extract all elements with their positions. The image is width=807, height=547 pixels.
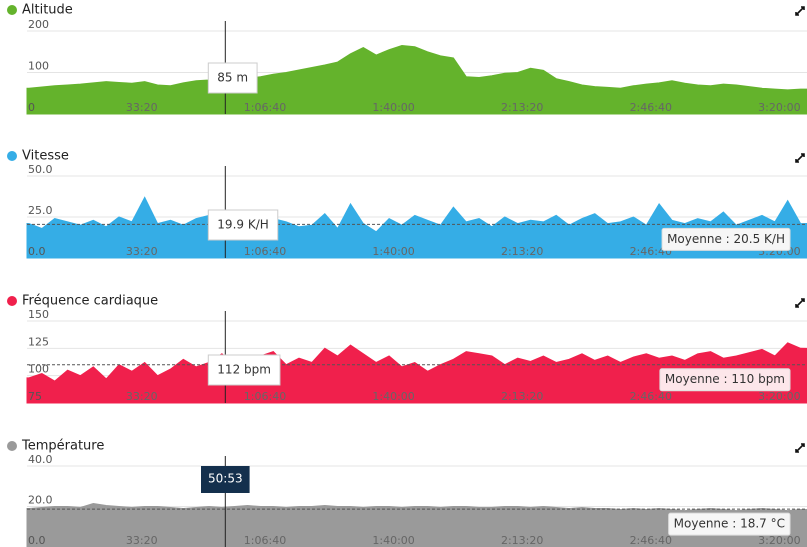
x-tick-label: 2:46:40	[630, 534, 672, 547]
cursor-tooltip: 85 m	[207, 62, 258, 94]
average-label-text: Moyenne : 110 bpm	[665, 372, 785, 386]
average-label-box	[668, 512, 791, 536]
average-label-box	[661, 227, 791, 251]
x-tick-label: 33:20	[126, 534, 158, 547]
x-tick-label: 1:06:40	[244, 390, 286, 403]
panel-title: Fréquence cardiaque	[22, 294, 158, 309]
average-label: Moyenne : 110 bpm	[659, 368, 791, 392]
y-tick-label: 100	[28, 60, 49, 73]
x-tick-label: 1:40:00	[372, 534, 414, 547]
area	[26, 44, 807, 115]
tooltip-box	[207, 209, 279, 241]
area	[26, 196, 807, 259]
average-label: Moyenne : 18.7 °C	[668, 512, 791, 536]
panel-title: Vitesse	[22, 149, 69, 164]
x-tick-label: 33:20	[126, 245, 158, 258]
x-tick-label: 1:40:00	[372, 245, 414, 258]
y-tick-label: 40.0	[28, 453, 53, 466]
y-tick-label: 20.0	[28, 494, 53, 507]
y-tick-label: 0	[28, 101, 35, 114]
legend-dot	[7, 5, 17, 15]
y-tick-label: 100	[28, 363, 49, 376]
x-tick-label: 2:13:20	[501, 390, 543, 403]
tooltip-text: 112 bpm	[217, 363, 271, 377]
legend-dot	[7, 441, 17, 451]
x-tick-label: 2:46:40	[630, 245, 672, 258]
cursor-time: 50:53	[201, 466, 250, 493]
panel-title: Température	[21, 439, 104, 454]
tooltip-text: 19.9 K/H	[217, 218, 268, 232]
expand-icon	[795, 443, 805, 453]
cursor-tooltip: 19.9 K/H	[207, 209, 279, 241]
legend-dot	[7, 151, 17, 161]
x-tick-label: 2:13:20	[501, 101, 543, 114]
x-tick-label: 1:06:40	[244, 534, 286, 547]
x-tick-label: 3:20:00	[758, 390, 800, 403]
average-label-box	[659, 368, 791, 392]
tooltip-box	[207, 354, 281, 386]
expand-icon	[795, 298, 805, 308]
y-tick-label: 150	[28, 308, 49, 321]
x-tick-label: 1:06:40	[244, 101, 286, 114]
y-tick-label: 25.0	[28, 204, 53, 217]
x-tick-label: 1:40:00	[372, 101, 414, 114]
expand-icon	[795, 153, 805, 163]
average-label-text: Moyenne : 18.7 °C	[674, 517, 785, 531]
y-tick-label: 75	[28, 390, 42, 403]
x-tick-label: 33:20	[126, 390, 158, 403]
x-tick-label: 2:13:20	[501, 245, 543, 258]
tooltip-text: 85 m	[217, 71, 248, 85]
x-tick-label: 2:46:40	[630, 390, 672, 403]
y-tick-label: 125	[28, 335, 49, 348]
cursor-time-box	[201, 466, 250, 493]
x-tick-label: 3:20:00	[758, 534, 800, 547]
expand-icon	[795, 6, 805, 16]
x-tick-label: 1:40:00	[372, 390, 414, 403]
x-tick-label: 3:20:00	[758, 101, 800, 114]
cursor-time-text: 50:53	[208, 472, 243, 486]
y-tick-label: 0.0	[28, 534, 46, 547]
panel-title: Altitude	[22, 3, 73, 18]
x-tick-label: 2:13:20	[501, 534, 543, 547]
x-tick-label: 1:06:40	[244, 245, 286, 258]
x-tick-label: 2:46:40	[630, 101, 672, 114]
y-tick-label: 0.0	[28, 245, 46, 258]
x-tick-label: 33:20	[126, 101, 158, 114]
tooltip-box	[207, 62, 258, 94]
y-tick-label: 200	[28, 18, 49, 31]
legend-dot	[7, 296, 17, 306]
cursor-tooltip: 112 bpm	[207, 354, 281, 386]
average-label-text: Moyenne : 20.5 K/H	[667, 232, 785, 246]
average-label: Moyenne : 20.5 K/H	[661, 227, 791, 251]
y-tick-label: 50.0	[28, 163, 53, 176]
